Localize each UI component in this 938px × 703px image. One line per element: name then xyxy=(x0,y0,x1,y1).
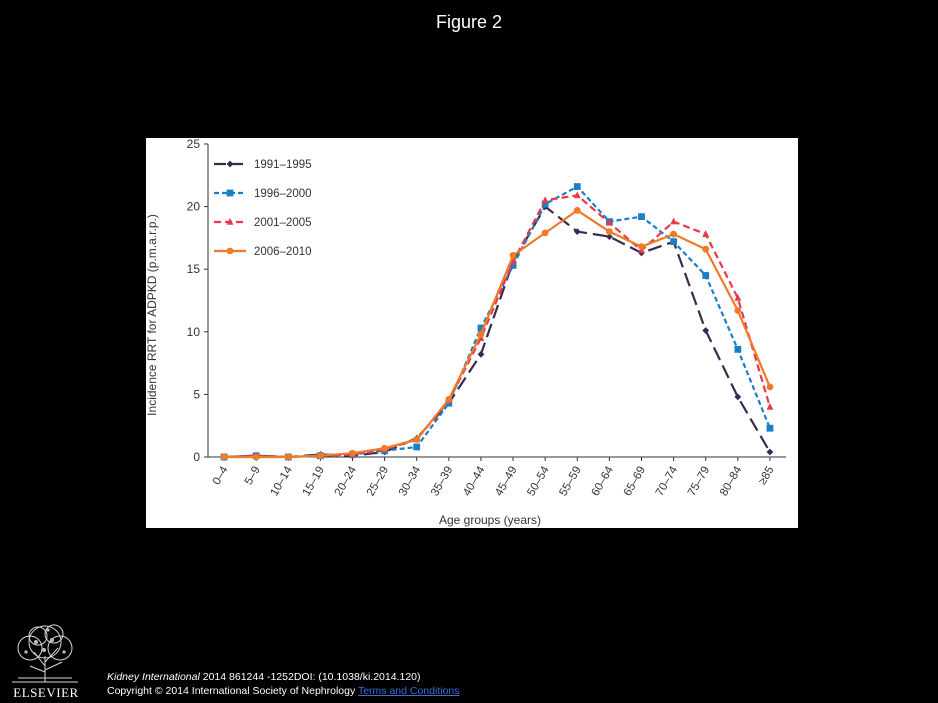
x-tick-label: 10–14 xyxy=(268,464,295,498)
x-tick-label: 45–49 xyxy=(493,465,519,499)
journal-name: Kidney International xyxy=(107,671,200,683)
x-tick-label: 5–9 xyxy=(243,465,263,488)
data-point xyxy=(413,443,421,451)
data-point xyxy=(252,453,260,461)
data-point xyxy=(541,229,549,237)
data-point xyxy=(702,245,710,253)
legend-label: 1996–2000 xyxy=(254,188,312,200)
legend-marker xyxy=(226,189,234,197)
data-point xyxy=(734,393,742,401)
legend-label: 1991–1995 xyxy=(254,159,312,171)
data-point xyxy=(766,383,774,391)
data-point xyxy=(605,218,613,226)
elsevier-wordmark: ELSEVIER xyxy=(13,685,79,700)
series-line xyxy=(224,194,771,459)
x-tick-label: 40–44 xyxy=(461,464,488,498)
data-point xyxy=(541,196,549,204)
y-tick-label: 20 xyxy=(187,200,201,214)
x-tick-label: 30–34 xyxy=(397,464,424,498)
data-point xyxy=(349,449,356,457)
x-tick-label: 70–74 xyxy=(654,464,681,498)
x-tick-label: 15–19 xyxy=(301,465,327,499)
data-point xyxy=(381,444,389,452)
data-point xyxy=(605,233,613,241)
data-point xyxy=(477,324,485,332)
series-3 xyxy=(220,191,774,460)
data-point xyxy=(734,307,742,314)
y-tick-label: 25 xyxy=(187,138,201,151)
data-point xyxy=(670,217,678,225)
data-point xyxy=(638,243,645,251)
data-point xyxy=(477,350,485,358)
legend-marker xyxy=(226,218,234,225)
data-point xyxy=(509,257,517,265)
legend-label: 2001–2005 xyxy=(254,217,312,229)
legend-item: 1991–1995 xyxy=(214,159,312,171)
data-point xyxy=(413,436,421,443)
y-axis-label: Incidence RRT for ADPKD (p.m.a.r.p.) xyxy=(146,214,159,416)
x-tick-label: 75–79 xyxy=(686,465,712,499)
series-layer xyxy=(220,183,774,461)
y-tick-label: 10 xyxy=(187,325,201,339)
citation-block: Kidney International 2014 861244 -1252DO… xyxy=(107,670,460,698)
data-point xyxy=(702,272,710,279)
citation-details: 2014 861244 -1252DOI: (10.1038/ki.2014.1… xyxy=(199,671,421,683)
legend-label: 2006–2010 xyxy=(254,246,312,258)
data-point xyxy=(477,330,485,338)
citation-line: Kidney International 2014 861244 -1252DO… xyxy=(107,670,460,684)
copyright-text: Copyright © 2014 International Society o… xyxy=(107,685,356,697)
series-4 xyxy=(220,206,774,461)
y-tick-label: 15 xyxy=(187,262,201,276)
data-point xyxy=(284,453,292,461)
legend-item: 2006–2010 xyxy=(214,246,312,258)
legend-marker xyxy=(226,160,234,168)
data-point xyxy=(316,452,324,460)
legend-item: 2001–2005 xyxy=(214,217,312,229)
data-point xyxy=(573,183,581,190)
data-point xyxy=(541,200,549,208)
y-tick-label: 5 xyxy=(193,387,200,401)
data-point xyxy=(509,262,517,269)
data-point xyxy=(509,252,517,259)
line-chart: 0 5 10 15 20 25 0–4 5–9 10–14 15–19 20–24 25–29 30–3… xyxy=(146,138,786,527)
data-point xyxy=(220,453,228,461)
x-tick-label: 50–54 xyxy=(525,464,552,498)
legend-item: 1996–2000 xyxy=(214,188,312,200)
x-tick-label: ≥85 xyxy=(757,465,777,488)
data-point xyxy=(638,213,645,221)
x-tick-label: 60–64 xyxy=(590,464,617,498)
figure-title: Figure 2 xyxy=(435,12,503,32)
data-point xyxy=(702,230,710,237)
data-point xyxy=(766,402,774,410)
chart-panel: 0 5 10 15 20 25 0–4 5–9 10–14 15–19 20–24 25–29 30–3… xyxy=(146,138,798,528)
data-point xyxy=(445,396,453,403)
data-point xyxy=(734,293,742,301)
x-tick-label: 80–84 xyxy=(718,464,745,498)
data-point xyxy=(766,424,774,432)
x-axis-label: Age groups (years) xyxy=(439,513,541,527)
data-point xyxy=(573,191,581,199)
data-point xyxy=(573,206,581,214)
series-line xyxy=(224,209,771,459)
x-tick-label: 25–29 xyxy=(365,465,391,499)
legend: 1991–1995 1996–2000 2001–2005 2006–2010 xyxy=(214,159,312,258)
x-tick-label: 55–59 xyxy=(557,465,583,499)
x-tick-label: 35–39 xyxy=(429,465,455,499)
x-tick-label: 0–4 xyxy=(211,464,231,487)
series-line xyxy=(224,205,771,459)
x-tick-label: 20–24 xyxy=(333,464,360,498)
y-tick-label: 0 xyxy=(193,450,200,464)
data-point xyxy=(670,238,678,246)
copyright-line: Copyright © 2014 International Society o… xyxy=(107,684,460,698)
data-point xyxy=(702,327,710,334)
data-point xyxy=(605,228,613,236)
data-point xyxy=(766,448,774,456)
data-point xyxy=(734,345,742,353)
terms-link[interactable]: Terms and Conditions xyxy=(357,685,460,697)
legend-marker xyxy=(226,247,234,255)
data-point xyxy=(670,230,678,238)
elsevier-tree-logo xyxy=(8,622,82,700)
x-tick-label: 65–69 xyxy=(622,465,648,499)
